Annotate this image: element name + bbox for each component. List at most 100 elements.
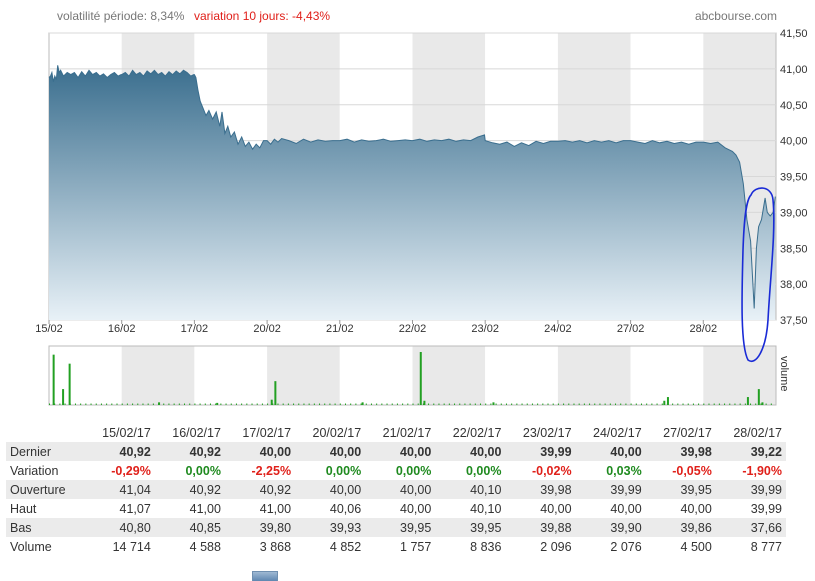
table-cell: 4 588 [189, 539, 221, 554]
volume-bar [428, 403, 430, 405]
volume-bar [274, 381, 277, 405]
volume-day-stripe [557, 346, 631, 405]
volume-bar [85, 403, 87, 405]
volume-bar [635, 403, 637, 405]
volume-bar [246, 403, 248, 405]
volume-bar [54, 403, 56, 405]
volume-bar [361, 402, 364, 405]
volume-day-stripe [267, 346, 340, 405]
table-cell: 40,06 [329, 501, 362, 516]
volume-bar [137, 403, 139, 405]
row-ouverture: Ouverture 41,04 40,92 40,92 40,00 40,00 … [6, 480, 786, 499]
table-cell: 39,99 [750, 501, 782, 516]
price-area-series [48, 65, 776, 320]
volume-bar [433, 403, 435, 405]
table-cell: 40,00 [680, 501, 712, 516]
table-cell: 8 836 [470, 539, 502, 554]
volume-bar [215, 403, 217, 405]
table-cell: 0,03% [606, 463, 642, 478]
volume-bar [718, 403, 720, 405]
volume-bar [739, 403, 741, 405]
table-cell: 39,93 [295, 518, 366, 537]
volume-bar [256, 403, 258, 405]
price-tick-label: 39,50 [780, 172, 808, 184]
volume-bar [609, 403, 611, 405]
brand-label[interactable]: abcbourse.com [694, 9, 777, 23]
table-cell: 8 777 [750, 539, 782, 554]
quotes-table: 15/02/17 16/02/17 17/02/17 20/02/17 21/0… [6, 423, 786, 556]
table-cell: 14 714 [112, 539, 151, 554]
volume-bar [583, 403, 585, 405]
volume-bar [344, 403, 346, 405]
volume-bar [270, 399, 273, 405]
table-cell: 40,00 [540, 501, 572, 516]
volume-bar [90, 403, 92, 405]
table-cell: 39,88 [505, 518, 576, 537]
volume-bar [52, 354, 55, 405]
table-cell: 4 500 [680, 539, 712, 554]
table-cell: 40,92 [84, 442, 155, 461]
volume-bar [64, 403, 66, 405]
date-tick-label: 27/02 [617, 323, 645, 335]
volume-bar [526, 403, 528, 405]
table-cell: 39,95 [645, 480, 716, 499]
table-cell: 40,00 [295, 480, 366, 499]
volume-bar [454, 403, 456, 405]
volume-bar [111, 403, 113, 405]
volume-bar [355, 403, 357, 405]
volume-bar [350, 403, 352, 405]
table-cell: 40,92 [154, 480, 225, 499]
volume-bar [329, 403, 331, 405]
volume-bar [381, 403, 383, 405]
volume-bar [687, 403, 689, 405]
row-label: Haut [10, 501, 37, 516]
volume-bar [163, 403, 165, 405]
volume-bar [511, 403, 513, 405]
volume-bar [178, 403, 180, 405]
volume-bar [666, 403, 668, 405]
volume-bar [277, 403, 279, 405]
volume-bar [625, 403, 627, 405]
price-area-fill [49, 65, 776, 320]
date-tick-label: 28/02 [690, 323, 718, 335]
hand-drawn-annotations [741, 187, 775, 363]
volume-bar [663, 400, 666, 405]
date-tick-label: 21/02 [326, 323, 354, 335]
volume-bar [573, 403, 575, 405]
volume-bar [147, 403, 149, 405]
volume-bar [298, 403, 300, 405]
volume-bar [765, 403, 767, 405]
table-cell: 41,00 [189, 501, 221, 516]
table-cell: 41,00 [259, 501, 292, 516]
volume-bar [713, 403, 715, 405]
volume-bar [537, 403, 539, 405]
date-tick-label: 22/02 [399, 323, 427, 335]
table-cell: 0,00% [185, 463, 221, 478]
row-bas: Bas 40,80 40,85 39,80 39,93 39,95 39,95 … [6, 518, 786, 537]
row-label: Dernier [6, 442, 85, 461]
volume-bar [734, 403, 736, 405]
annotation-circle [741, 187, 775, 363]
table-cell: 40,85 [154, 518, 225, 537]
volume-bars [49, 352, 772, 405]
volume-bar [251, 403, 253, 405]
volume-bar [542, 403, 544, 405]
volume-bar [225, 403, 227, 405]
table-cell: 1 757 [400, 539, 432, 554]
volume-day-stripe [339, 346, 413, 405]
volume-bar [396, 403, 398, 405]
volume-bar [703, 403, 705, 405]
volume-bar [469, 403, 471, 405]
volume-bar [267, 403, 269, 405]
table-cell: -0,29% [111, 463, 151, 478]
table-cell: 37,66 [715, 518, 786, 537]
volume-bar [365, 403, 367, 405]
table-cell: 40,00 [295, 442, 366, 461]
volume-day-stripe [703, 346, 776, 405]
volume-bar [293, 403, 295, 405]
volatility-label: volatilité période: 8,34% [57, 9, 185, 23]
volume-bar [578, 403, 580, 405]
price-tick-label: 38,50 [780, 243, 808, 255]
chart-type-icon[interactable] [252, 571, 278, 581]
volume-day-stripe [49, 346, 122, 405]
